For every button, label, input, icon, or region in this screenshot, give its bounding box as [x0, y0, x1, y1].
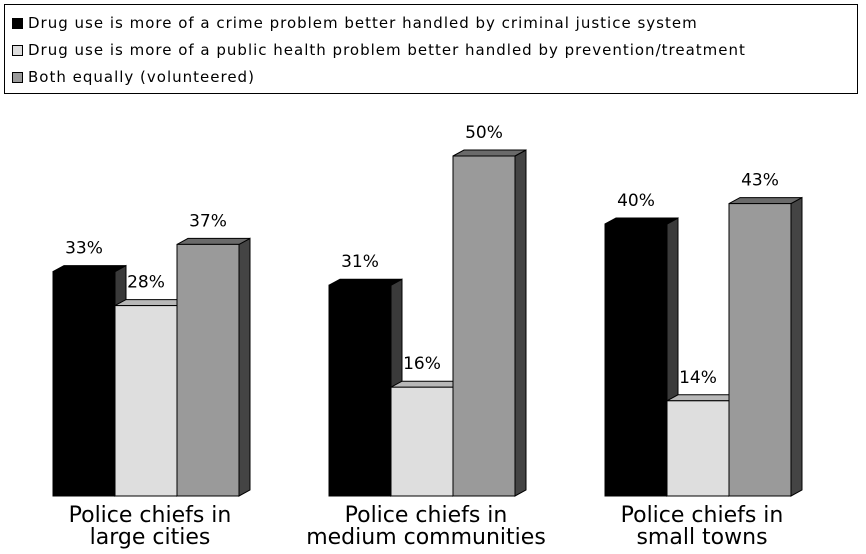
value-label-2-2: 43% — [741, 171, 779, 191]
legend-swatch-health — [12, 44, 23, 56]
bar-top-2-0 — [604, 217, 679, 225]
bar-1-1 — [390, 386, 454, 497]
bar-0-0 — [52, 271, 116, 497]
bar-side-1-2 — [514, 149, 527, 497]
legend-swatch-crime — [12, 17, 23, 29]
legend-swatch-both — [12, 71, 23, 83]
category-label-0-0: Police chiefs in — [69, 503, 232, 528]
bar-0-2 — [176, 243, 240, 497]
bar-side-0-2 — [238, 237, 251, 497]
value-label-0-1: 28% — [127, 273, 165, 293]
bar-2-1 — [666, 400, 730, 497]
value-label-0-2: 37% — [189, 211, 227, 231]
legend-item-health: Drug use is more of a public health prob… — [12, 39, 746, 61]
value-label-1-2: 50% — [465, 123, 503, 143]
category-label-2-1: small towns — [636, 525, 767, 550]
category-label-2-0: Police chiefs in — [621, 503, 784, 528]
legend-label-crime: Drug use is more of a crime problem bett… — [28, 14, 698, 32]
bar-top-1-0 — [328, 278, 403, 286]
category-label-1-1: medium communities — [306, 525, 546, 550]
bar-0-1 — [114, 305, 178, 497]
legend: Drug use is more of a crime problem bett… — [4, 4, 858, 94]
bar-1-0 — [328, 284, 392, 497]
category-label-1-0: Police chiefs in — [345, 503, 508, 528]
value-label-1-0: 31% — [341, 252, 379, 272]
value-label-2-0: 40% — [617, 191, 655, 211]
value-label-2-1: 14% — [679, 368, 717, 388]
bar-2-0 — [604, 223, 668, 497]
bar-top-0-0 — [52, 265, 127, 273]
bar-1-2 — [452, 155, 516, 497]
bar-top-2-2 — [728, 197, 803, 205]
legend-label-health: Drug use is more of a public health prob… — [28, 41, 746, 59]
category-label-0-1: large cities — [90, 525, 211, 550]
bar-2-2 — [728, 203, 792, 497]
value-label-1-1: 16% — [403, 354, 441, 374]
bar-top-1-2 — [452, 149, 527, 157]
bar-side-2-2 — [790, 196, 803, 497]
legend-item-crime: Drug use is more of a crime problem bett… — [12, 12, 698, 34]
bar-top-0-2 — [176, 237, 251, 245]
value-label-0-0: 33% — [65, 239, 103, 259]
legend-label-both: Both equally (volunteered) — [28, 68, 255, 86]
legend-item-both: Both equally (volunteered) — [12, 66, 255, 88]
